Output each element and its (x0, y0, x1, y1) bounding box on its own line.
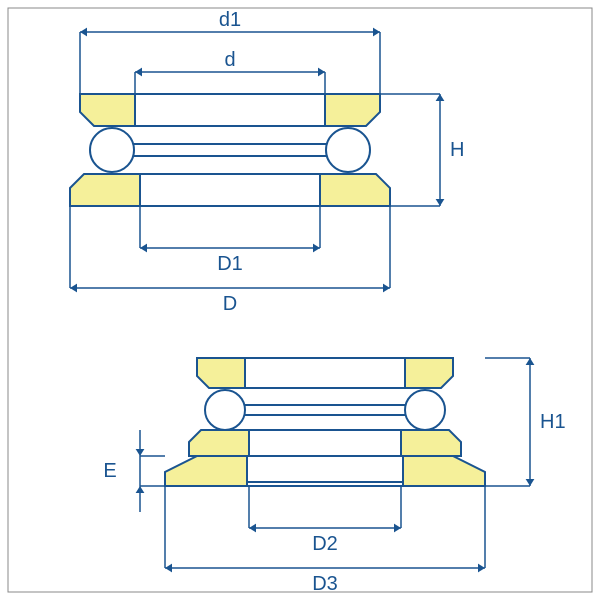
svg-text:E: E (103, 460, 116, 482)
svg-text:H: H (450, 139, 464, 161)
svg-text:D: D (223, 293, 237, 315)
svg-text:H1: H1 (540, 411, 566, 433)
svg-text:D1: D1 (217, 253, 243, 275)
svg-text:d1: d1 (219, 9, 241, 31)
svg-text:D3: D3 (312, 573, 338, 595)
svg-text:D2: D2 (312, 533, 338, 555)
svg-text:d: d (224, 49, 235, 71)
